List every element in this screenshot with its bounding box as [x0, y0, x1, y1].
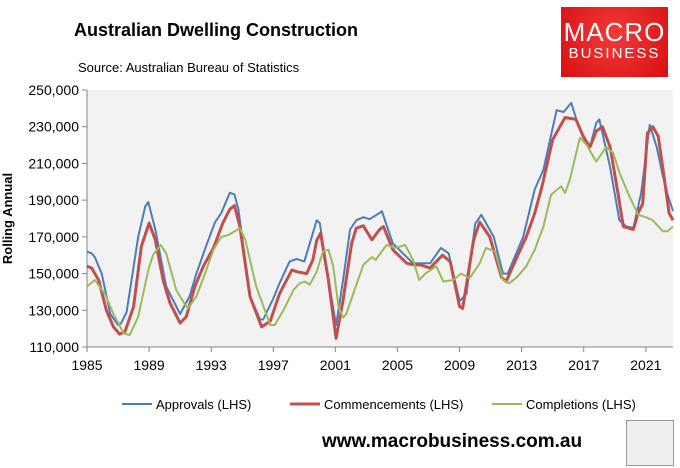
x-tick-label: 2009: [444, 357, 475, 373]
x-tick-label: 2021: [630, 357, 661, 373]
y-tick-label: 210,000: [28, 155, 79, 171]
chart-subtitle: Source: Australian Bureau of Statistics: [78, 60, 300, 75]
x-tick-label: 1993: [196, 357, 227, 373]
legend-label: Approvals (LHS): [156, 397, 251, 412]
series-line-completions: [86, 136, 674, 337]
legend-label: Commencements (LHS): [324, 397, 463, 412]
x-tick-label: 2017: [568, 357, 599, 373]
x-tick-label: 1997: [258, 357, 289, 373]
x-tick-label: 2005: [382, 357, 413, 373]
x-tick-label: 1989: [134, 357, 165, 373]
chart-title: Australian Dwelling Construction: [74, 20, 359, 40]
website-url: www.macrobusiness.com.au: [322, 431, 583, 452]
y-tick-label: 130,000: [28, 302, 79, 318]
y-tick-label: 110,000: [29, 339, 79, 355]
y-tick-label: 150,000: [28, 266, 79, 282]
x-tick-label: 1985: [71, 357, 102, 373]
macrobusiness-logo: MACRO BUSINESS: [561, 7, 668, 77]
logo-line1: MACRO: [563, 17, 666, 47]
y-tick-label: 250,000: [28, 82, 79, 98]
x-tick-label: 2013: [506, 357, 537, 373]
legend-label: Completions (LHS): [526, 397, 636, 412]
y-tick-label: 230,000: [28, 119, 79, 135]
logo-line2: BUSINESS: [568, 45, 661, 62]
y-axis-label: Rolling Annual: [0, 173, 15, 264]
fox-logo-image: [626, 420, 674, 466]
x-tick-label: 2001: [320, 357, 351, 373]
y-tick-label: 170,000: [28, 229, 79, 245]
plot-area: [87, 90, 673, 347]
series-line-commencements: [86, 116, 675, 340]
y-tick-label: 190,000: [28, 192, 79, 208]
